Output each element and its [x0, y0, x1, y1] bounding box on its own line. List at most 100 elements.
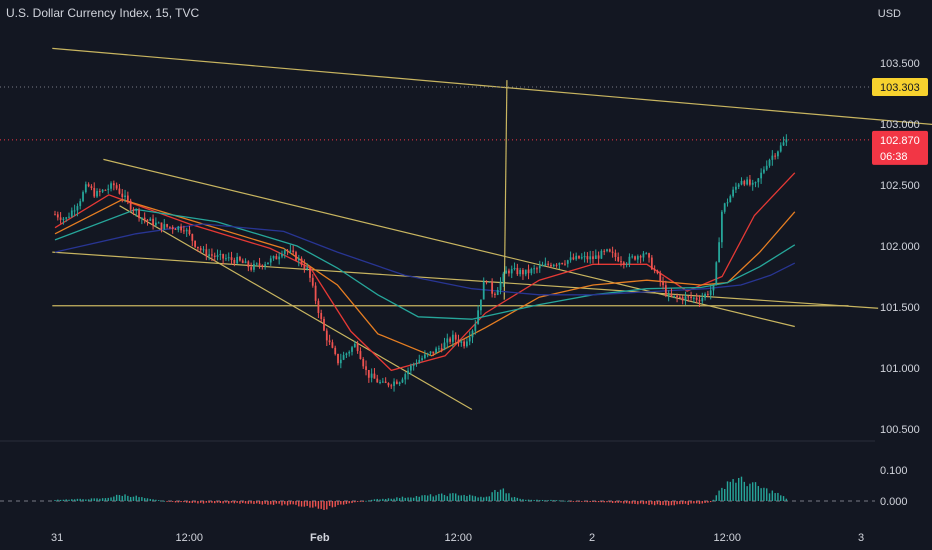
histogram-bar — [774, 493, 776, 501]
vertical-ray[interactable] — [503, 80, 508, 300]
histogram-bar — [185, 501, 188, 503]
resistance-line[interactable] — [52, 47, 932, 132]
candle-body — [578, 255, 580, 259]
histogram-bar — [555, 500, 558, 502]
histogram-bar — [421, 495, 423, 501]
candle-body — [166, 224, 168, 227]
histogram-bar — [665, 501, 667, 506]
candle-body — [653, 269, 656, 271]
candle-body — [267, 262, 269, 265]
candle-body — [107, 188, 110, 190]
histogram-bar — [617, 501, 619, 503]
histogram-bar — [771, 490, 774, 501]
candle-body — [664, 285, 667, 296]
candle-body — [522, 269, 524, 275]
time-tick-label: 12:00 — [445, 532, 473, 544]
candle-body — [247, 261, 250, 268]
candle-body — [698, 299, 701, 302]
wedge-lower-line[interactable] — [119, 205, 473, 410]
histogram-bar — [261, 501, 264, 505]
candle-body — [628, 256, 631, 264]
candle-body — [519, 269, 522, 275]
histogram-bar — [485, 496, 488, 501]
candle-body — [390, 385, 393, 387]
histogram-bar — [625, 501, 628, 504]
candle-body — [362, 358, 365, 367]
candle-body — [407, 370, 409, 375]
histogram-bar — [768, 493, 771, 501]
candle-body — [160, 222, 163, 230]
candle-body — [777, 151, 779, 157]
histogram-bar — [645, 501, 647, 504]
candle-body — [401, 379, 404, 383]
candle-body — [423, 354, 426, 359]
histogram-bar — [785, 498, 788, 501]
candle-body — [381, 381, 384, 383]
candle-body — [541, 265, 544, 267]
candle-body — [527, 269, 530, 274]
candle-body — [393, 381, 395, 386]
histogram-bar — [228, 501, 230, 504]
candle-body — [508, 270, 510, 274]
histogram-bar — [365, 500, 367, 502]
candle-body — [662, 281, 664, 286]
candle-body — [706, 293, 709, 295]
histogram-bar — [157, 500, 160, 501]
histogram-bar — [676, 501, 678, 505]
histogram-bar — [174, 501, 177, 503]
histogram-bar — [586, 501, 589, 503]
candle-body — [673, 295, 676, 297]
candle-body — [466, 341, 468, 347]
candle-body — [636, 256, 639, 260]
histogram-bar — [71, 499, 73, 501]
candle-body — [510, 269, 513, 274]
histogram-bar — [449, 493, 451, 501]
histogram-bar — [149, 498, 151, 501]
candle-body — [586, 256, 589, 260]
indicator-tick-label: 0.100 — [880, 465, 908, 477]
support-line-sloped[interactable] — [52, 251, 879, 309]
candle-body — [670, 294, 673, 297]
candle-body — [236, 256, 239, 264]
candle-body — [687, 296, 690, 298]
candle-body — [757, 178, 760, 183]
candle-body — [631, 256, 634, 258]
candle-body — [129, 200, 132, 210]
price-axis[interactable]: 103.500 103.000 102.500 102.000 101.500 101.0… — [880, 58, 920, 436]
candle-body — [216, 255, 219, 257]
histogram-bar — [575, 501, 577, 502]
indicator-axis[interactable]: 0.100 0.000 — [880, 465, 908, 508]
candle-body — [751, 182, 754, 185]
candle-body — [426, 353, 429, 355]
candle-body — [135, 209, 138, 211]
candle-body — [676, 295, 678, 297]
histogram-bar — [163, 500, 165, 502]
candle-body — [185, 229, 188, 232]
wedge-upper-line[interactable] — [103, 158, 795, 328]
candle-body — [351, 347, 353, 352]
candle-body — [617, 256, 620, 262]
candle-body — [558, 263, 561, 265]
histogram-bar — [522, 499, 524, 501]
candle-body — [70, 210, 73, 217]
candle-body — [222, 254, 225, 259]
histogram-bar — [82, 499, 84, 501]
candle-body — [395, 381, 398, 384]
histogram-bar — [396, 497, 398, 501]
candle-body — [152, 218, 154, 226]
candle-body — [244, 261, 247, 264]
histogram-bar — [474, 496, 477, 501]
candle-body — [157, 222, 160, 224]
candle-body — [480, 299, 482, 311]
histogram-bar — [440, 493, 443, 501]
price-tick-label: 102.000 — [880, 241, 920, 253]
histogram-bar — [709, 501, 712, 503]
histogram-bar — [539, 500, 541, 501]
candle-body — [174, 229, 177, 231]
candle-body — [569, 257, 572, 261]
histogram-bar — [306, 501, 308, 506]
candle-body — [98, 191, 101, 193]
histogram-bar — [180, 501, 182, 503]
